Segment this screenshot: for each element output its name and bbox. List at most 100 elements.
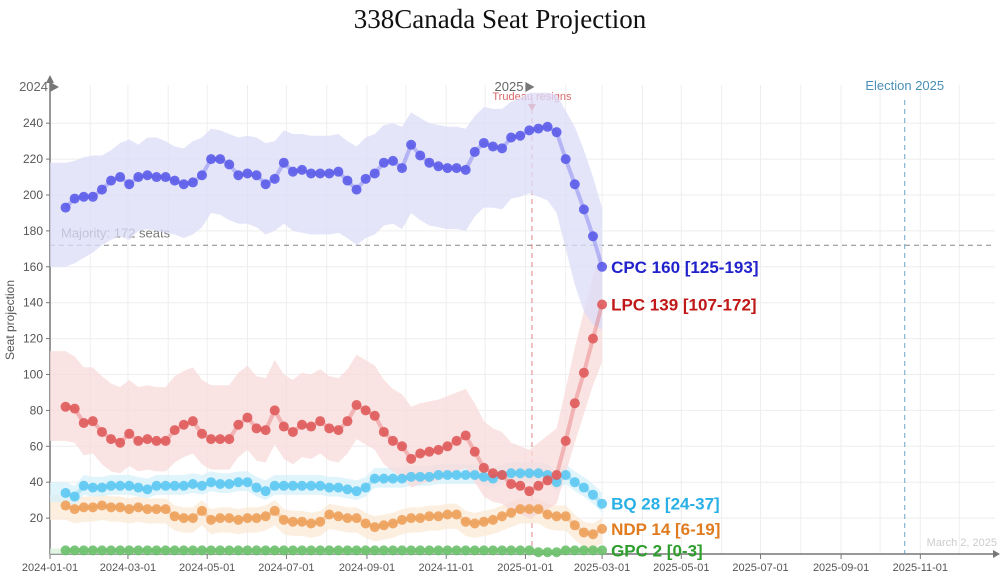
point-ndp <box>251 513 262 524</box>
point-gpc <box>124 545 135 556</box>
point-cpc <box>124 179 135 190</box>
point-ndp <box>96 500 107 511</box>
point-ndp <box>115 502 126 513</box>
point-lpc <box>215 434 226 445</box>
point-cpc <box>533 123 544 134</box>
point-lpc <box>315 416 326 427</box>
point-bq <box>269 480 280 491</box>
point-lpc <box>278 421 289 432</box>
y-tick-label: 220 <box>23 152 43 166</box>
point-ndp <box>342 513 353 524</box>
point-cpc <box>433 161 444 172</box>
point-lpc <box>333 425 344 436</box>
point-bq <box>515 468 526 479</box>
point-gpc <box>142 545 153 556</box>
point-bq <box>533 468 544 479</box>
point-lpc <box>87 416 98 427</box>
point-ndp <box>178 513 189 524</box>
point-gpc <box>306 545 317 556</box>
point-cpc <box>87 191 98 202</box>
point-lpc <box>224 434 235 445</box>
point-lpc <box>560 435 571 446</box>
point-ndp <box>387 518 398 529</box>
point-lpc <box>306 421 317 432</box>
point-ndp <box>578 527 589 538</box>
point-lpc <box>451 435 462 446</box>
point-ndp <box>587 529 598 540</box>
point-bq <box>187 478 198 489</box>
point-cpc <box>378 157 389 168</box>
point-bq <box>315 480 326 491</box>
point-bq <box>597 498 608 509</box>
point-bq <box>60 487 71 498</box>
point-gpc <box>151 545 162 556</box>
x-tick-label: 2024-01-01 <box>22 562 78 574</box>
point-bq <box>224 478 235 489</box>
year-marker-label: 2024 <box>19 79 48 94</box>
point-cpc <box>178 179 189 190</box>
point-cpc <box>287 166 298 177</box>
point-cpc <box>215 154 226 165</box>
point-ndp <box>424 511 435 522</box>
x-tick-label: 2025-11-01 <box>893 562 948 574</box>
point-lpc <box>587 333 598 344</box>
point-lpc <box>460 430 471 441</box>
point-bq <box>406 471 417 482</box>
point-ndp <box>397 514 408 525</box>
point-lpc <box>351 400 362 411</box>
point-bq <box>124 480 135 491</box>
point-lpc <box>242 412 253 423</box>
point-gpc <box>397 545 408 556</box>
point-lpc <box>287 426 298 437</box>
band-cpc <box>50 92 603 330</box>
point-ndp <box>324 509 335 520</box>
x-tick-label: 2025-01-01 <box>497 562 553 574</box>
point-bq <box>387 473 398 484</box>
point-bq <box>478 471 489 482</box>
point-bq <box>169 480 180 491</box>
point-gpc <box>106 545 117 556</box>
series-label-bq: BQ 28 [24-37] <box>611 495 720 514</box>
point-ndp <box>315 516 326 527</box>
point-gpc <box>597 545 608 556</box>
point-ndp <box>297 516 308 527</box>
point-bq <box>87 482 98 493</box>
point-cpc <box>224 159 235 170</box>
point-lpc <box>369 410 380 421</box>
point-gpc <box>69 545 80 556</box>
point-bq <box>587 489 598 500</box>
point-bq <box>378 473 389 484</box>
point-cpc <box>297 164 308 175</box>
point-lpc <box>497 470 508 481</box>
point-cpc <box>151 172 162 183</box>
point-ndp <box>478 516 489 527</box>
point-gpc <box>360 545 371 556</box>
point-cpc <box>196 170 207 181</box>
point-bq <box>287 480 298 491</box>
x-tick-label: 2024-09-01 <box>339 562 395 574</box>
point-bq <box>96 482 107 493</box>
point-bq <box>206 477 217 488</box>
point-gpc <box>206 545 217 556</box>
point-bq <box>415 471 426 482</box>
y-tick-label: 200 <box>23 188 43 202</box>
point-cpc <box>324 168 335 179</box>
point-gpc <box>233 545 244 556</box>
point-cpc <box>387 155 398 166</box>
point-lpc <box>297 419 308 430</box>
point-gpc <box>87 545 98 556</box>
point-cpc <box>569 179 580 190</box>
point-cpc <box>587 231 598 242</box>
point-gpc <box>424 545 435 556</box>
point-gpc <box>551 547 562 558</box>
y-tick-label: 40 <box>30 475 44 489</box>
point-gpc <box>442 545 453 556</box>
point-bq <box>160 480 171 491</box>
point-gpc <box>487 545 498 556</box>
x-tick-label: 2025-05-01 <box>653 562 709 574</box>
point-cpc <box>597 261 608 272</box>
point-cpc <box>106 175 117 186</box>
series-label-lpc: LPC 139 [107-172] <box>611 295 757 314</box>
y-tick-label: 240 <box>23 116 43 130</box>
x-tick-label: 2024-07-01 <box>258 562 314 574</box>
